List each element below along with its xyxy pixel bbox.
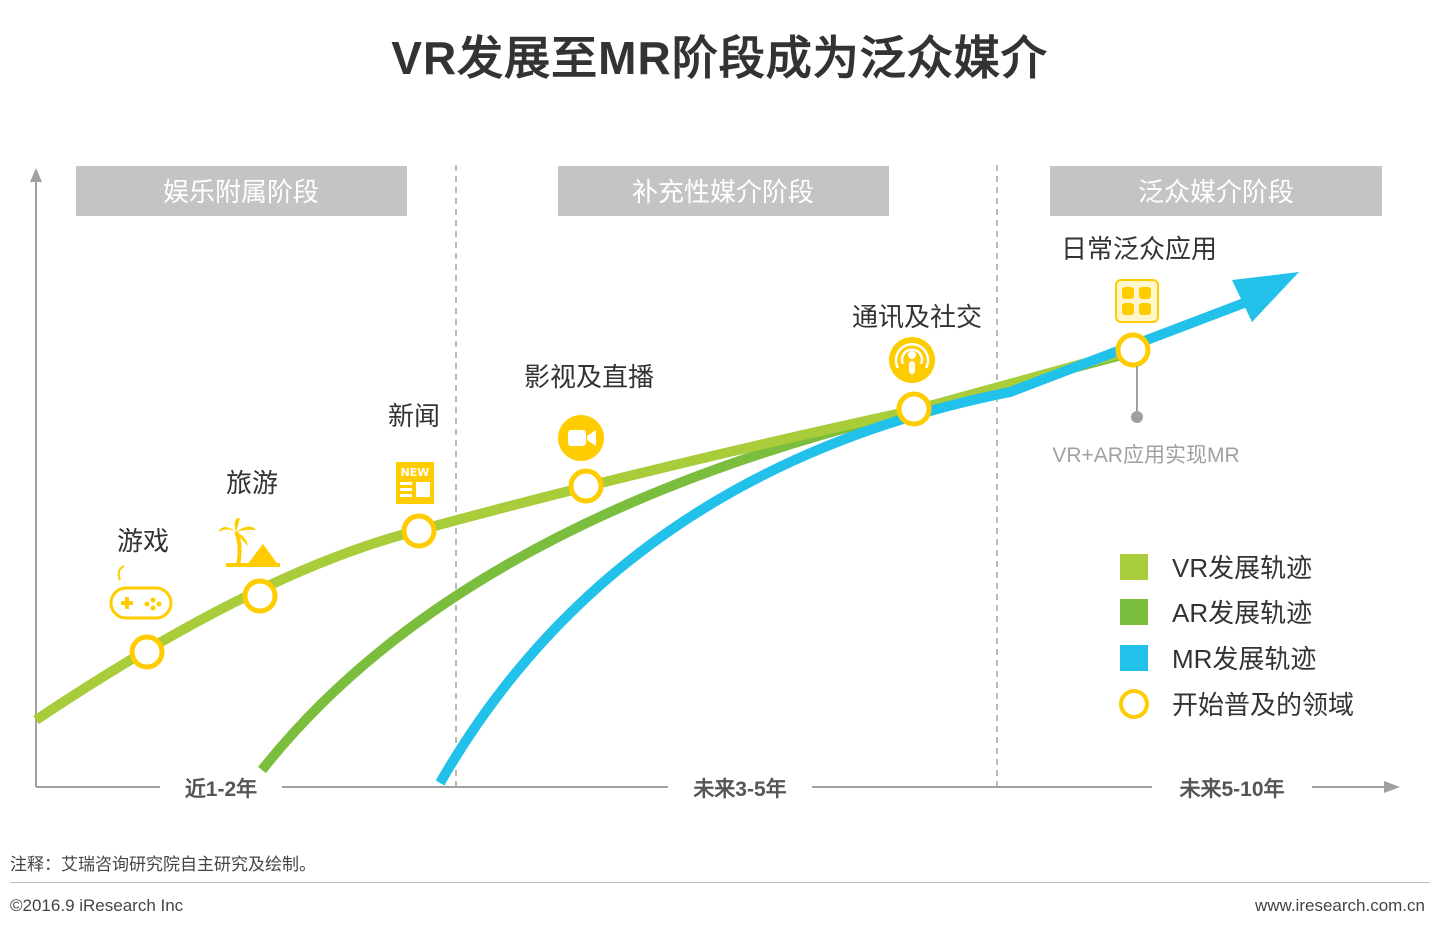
x-axis-arrow-icon: [1384, 781, 1400, 793]
palm-beach-icon: [218, 518, 280, 567]
milestone-marker-travel: [242, 578, 278, 614]
legend-label-vr: VR发展轨迹: [1172, 553, 1312, 583]
podcast-signal-icon: [889, 337, 935, 383]
mr-note-label: VR+AR应用实现MR: [1052, 444, 1239, 467]
legend-swatch-mr: [1120, 645, 1148, 671]
legend-label-mr: MR发展轨迹: [1172, 644, 1316, 674]
stage-box-supplementary: [558, 166, 889, 216]
milestone-label-social: 通讯及社交: [852, 302, 982, 332]
app-grid-icon: [1115, 279, 1159, 323]
milestone-marker-daily: [1115, 332, 1151, 368]
footer-divider: [10, 882, 1430, 883]
page-title: VR发展至MR阶段成为泛众媒介: [391, 32, 1048, 84]
milestone-marker-news: [401, 513, 437, 549]
newspaper-icon: NEW: [396, 462, 434, 504]
website-link[interactable]: www.iresearch.com.cn: [1254, 896, 1425, 915]
milestone-label-game: 游戏: [117, 526, 169, 556]
svg-text:NEW: NEW: [401, 466, 430, 479]
legend-label-ar: AR发展轨迹: [1172, 598, 1312, 628]
footnote: 注释：艾瑞咨询研究院自主研究及绘制。: [10, 855, 316, 874]
gamepad-icon: [109, 565, 173, 620]
milestone-marker-video: [568, 468, 604, 504]
legend-swatch-marker: [1119, 689, 1149, 719]
milestone-marker-game: [129, 634, 165, 670]
y-axis-arrow-icon: [30, 168, 42, 182]
milestone-label-video: 影视及直播: [524, 362, 654, 392]
legend-swatch-ar: [1120, 599, 1148, 625]
stage-label-supplementary: 补充性媒介阶段: [632, 177, 814, 207]
video-camera-icon: [558, 415, 604, 461]
stage-box-mass-media: [1050, 166, 1382, 216]
legend-swatch-vr: [1120, 554, 1148, 580]
stage-label-entertainment: 娱乐附属阶段: [163, 177, 319, 207]
copyright-text: ©2016.9 iResearch Inc: [10, 896, 184, 915]
milestone-marker-social: [896, 391, 932, 427]
time-label-far: 未来5-10年: [1179, 777, 1284, 801]
stage-label-mass-media: 泛众媒介阶段: [1138, 177, 1294, 207]
time-label-near: 近1-2年: [185, 777, 257, 801]
mr-arrow-head-icon: [1232, 272, 1299, 322]
legend-label-marker: 开始普及的领域: [1172, 690, 1354, 720]
stage-box-entertainment: [76, 166, 407, 216]
milestone-label-travel: 旅游: [226, 468, 278, 498]
milestone-label-daily: 日常泛众应用: [1061, 234, 1217, 264]
mr-note-dot: [1131, 411, 1143, 423]
milestone-label-news: 新闻: [388, 401, 440, 431]
time-label-mid: 未来3-5年: [693, 777, 786, 801]
